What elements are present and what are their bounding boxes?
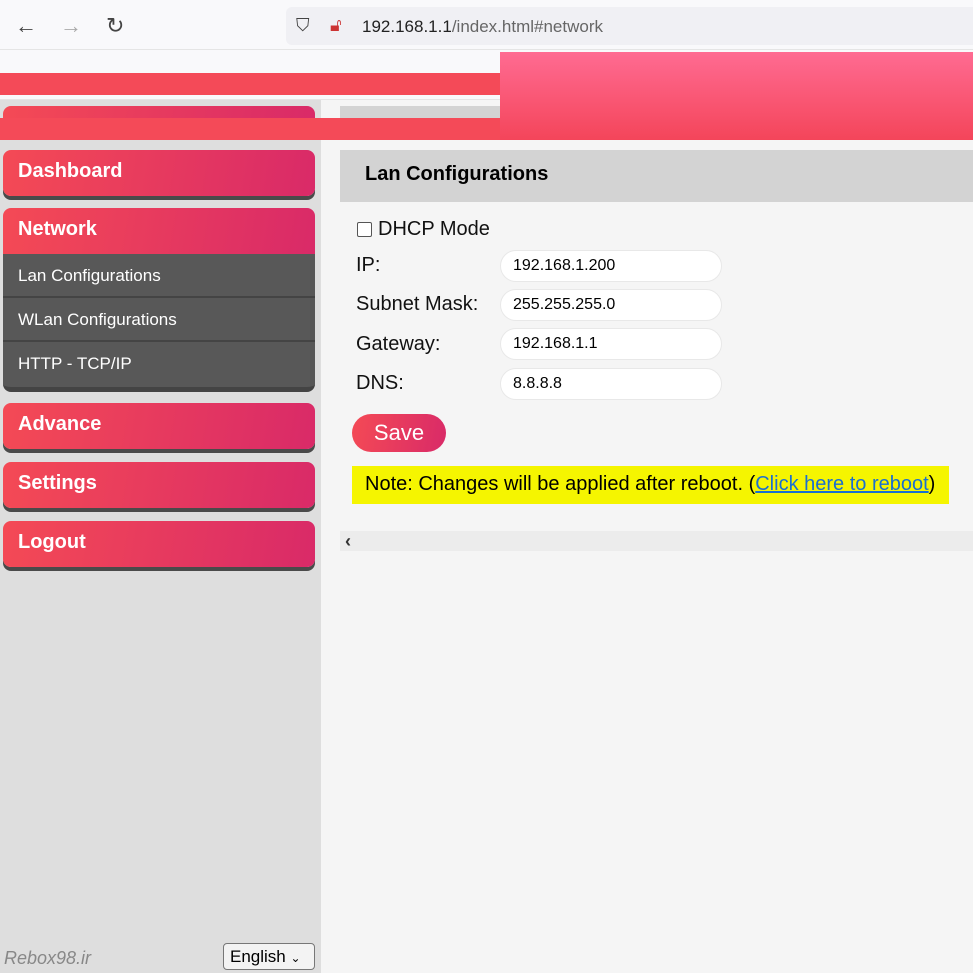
address-bar[interactable]: ⛉ 🔓︎ 192.168.1.1/index.html#network (286, 7, 973, 45)
brand-watermark: Rebox98.ir (4, 948, 92, 968)
reload-button[interactable]: ↻ (106, 13, 125, 38)
url-path: /index.html#network (451, 17, 603, 36)
insecure-lock-icon: 🔓︎ (330, 15, 342, 35)
sidebar-item-settings[interactable]: Settings (3, 462, 315, 508)
horizontal-scrollbar[interactable]: ‹ (340, 531, 973, 551)
save-button[interactable]: Save (352, 414, 446, 452)
dhcp-checkbox[interactable] (357, 222, 372, 237)
note-suffix: ) (928, 473, 936, 495)
dhcp-label: DHCP Mode (378, 218, 490, 240)
subnet-label: Subnet Mask: (356, 293, 479, 315)
sidebar-subitem-http[interactable]: HTTP - TCP/IP (3, 342, 315, 392)
scroll-left-icon[interactable]: ‹ (345, 531, 351, 551)
note-text: Note: Changes will be applied after rebo… (365, 473, 756, 495)
subnet-input[interactable]: 255.255.255.0 (500, 289, 722, 321)
browser-toolbar: ← → ↻ ⛉ 🔓︎ 192.168.1.1/index.html#networ… (0, 0, 973, 50)
reboot-link[interactable]: Click here to reboot (755, 473, 929, 495)
shield-icon: ⛉ (296, 15, 310, 35)
sidebar-subitem-wlan[interactable]: WLan Configurations (3, 298, 315, 342)
gateway-input[interactable]: 192.168.1.1 (500, 328, 722, 360)
sidebar-item-logout[interactable]: Logout (3, 521, 315, 567)
page-title: Lan Configurations (340, 150, 973, 202)
ip-label: IP: (356, 254, 381, 276)
forward-button[interactable]: → (60, 13, 82, 38)
overlay-bar (0, 118, 500, 140)
sidebar-item-dashboard[interactable]: Dashboard (3, 150, 315, 196)
ip-input[interactable]: 192.168.1.200 (500, 250, 722, 282)
gateway-label: Gateway: (356, 333, 441, 355)
sidebar-item-advance[interactable]: Advance (3, 403, 315, 449)
sidebar-item-network[interactable]: Network (3, 208, 315, 254)
back-button[interactable]: ← (15, 13, 37, 38)
overlay-bar (500, 52, 973, 140)
reboot-note: Note: Changes will be applied after rebo… (352, 466, 949, 504)
overlay-bar (0, 73, 500, 95)
language-select[interactable]: English ⌄ (223, 943, 315, 970)
language-value: English (230, 947, 286, 966)
chevron-down-icon: ⌄ (290, 951, 301, 965)
dns-label: DNS: (356, 372, 404, 394)
url-host: 192.168.1.1 (362, 17, 452, 36)
dns-input[interactable]: 8.8.8.8 (500, 368, 722, 400)
sidebar-subitem-lan[interactable]: Lan Configurations (3, 254, 315, 298)
